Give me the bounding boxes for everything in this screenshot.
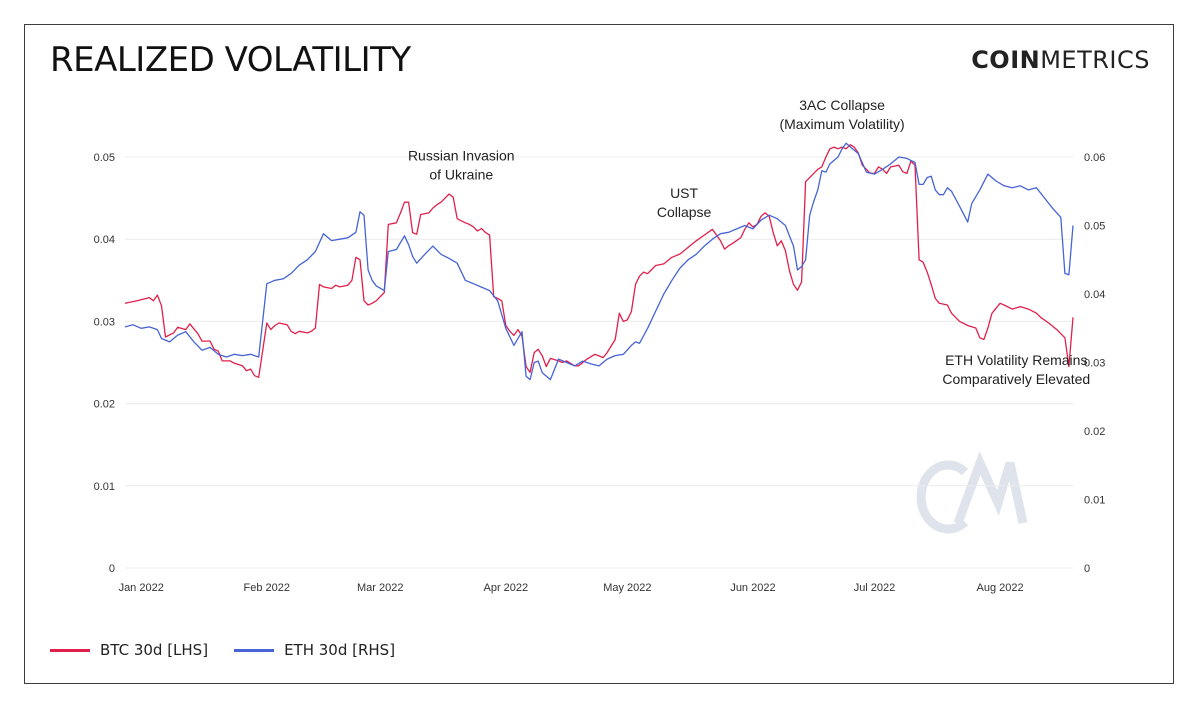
brand-logo-light: METRICS [1040,46,1150,74]
x-tick-label: Jul 2022 [854,582,896,594]
annotation-line: Comparatively Elevated [942,371,1090,387]
legend-label-btc: BTC 30d [LHS] [100,641,209,659]
y-left-tick-label: 0.03 [94,316,115,328]
legend-swatch-btc [50,648,90,652]
cm-watermark [916,451,1028,534]
annotation-line: Russian Invasion [408,147,515,163]
y-right-tick-label: 0.04 [1084,289,1105,301]
x-tick-label: Mar 2022 [357,582,403,594]
watermark-m-shape [953,451,1028,525]
y-right-tick-label: 0.01 [1084,495,1105,507]
y-left-tick-label: 0.02 [94,399,115,411]
annotation-line: 3AC Collapse [799,97,885,113]
y-axis-right: 0 0.01 0.02 0.03 0.04 0.05 0.06 [1084,152,1105,575]
y-left-tick-label: 0.04 [94,234,115,246]
series-line-eth [124,142,1074,381]
legend-item-eth[interactable]: ETH 30d [RHS] [234,641,395,659]
y-left-tick-label: 0 [109,563,115,575]
y-right-tick-label: 0.05 [1084,221,1105,233]
y-right-tick-label: 0.03 [1084,358,1105,370]
series-lines [124,142,1074,381]
series-line-btc [124,144,1074,378]
x-tick-label: Jan 2022 [119,582,164,594]
x-tick-label: Aug 2022 [977,582,1024,594]
x-tick-label: Feb 2022 [244,582,290,594]
y-right-tick-label: 0 [1084,563,1090,575]
chart-title: REALIZED VOLATILITY [50,40,411,80]
annotation-line: of Ukraine [429,166,493,182]
watermark-c-shape [916,460,969,534]
y-axis-left: 0 0.01 0.02 0.03 0.04 0.05 [94,152,115,575]
legend: BTC 30d [LHS] ETH 30d [RHS] [50,641,421,659]
annotation-line: Collapse [657,204,712,220]
legend-item-btc[interactable]: BTC 30d [LHS] [50,641,208,659]
legend-swatch-eth [234,648,275,652]
annotation-line: ETH Volatility Remains [945,352,1087,368]
y-right-tick-label: 0.02 [1084,426,1105,438]
x-tick-label: Jun 2022 [730,582,775,594]
y-left-tick-label: 0.01 [94,481,115,493]
x-tick-label: May 2022 [603,582,651,594]
annotation-label: 3AC Collapse (Maximum Volatility) [779,97,904,132]
legend-label-eth: ETH 30d [RHS] [284,641,396,659]
x-axis: Jan 2022 Feb 2022 Mar 2022 Apr 2022 May 2022… [119,582,1024,594]
brand-logo: COINMETRICS [971,46,1150,74]
annotation-line: (Maximum Volatility) [779,116,904,132]
annotation-label: Russian Invasion of Ukraine [408,147,515,182]
y-left-tick-label: 0.05 [94,152,115,164]
gridlines [125,156,1073,569]
y-right-tick-label: 0.06 [1084,152,1105,164]
annotation-label: UST Collapse [657,185,712,220]
x-tick-label: Apr 2022 [483,582,528,594]
annotations: Russian Invasion of Ukraine UST Collapse 3AC… [408,97,1090,387]
annotation-label: ETH Volatility Remains Comparatively Elev… [942,352,1090,387]
chart-frame [24,24,1174,684]
annotation-line: UST [670,185,698,201]
brand-logo-bold: COIN [971,46,1041,74]
